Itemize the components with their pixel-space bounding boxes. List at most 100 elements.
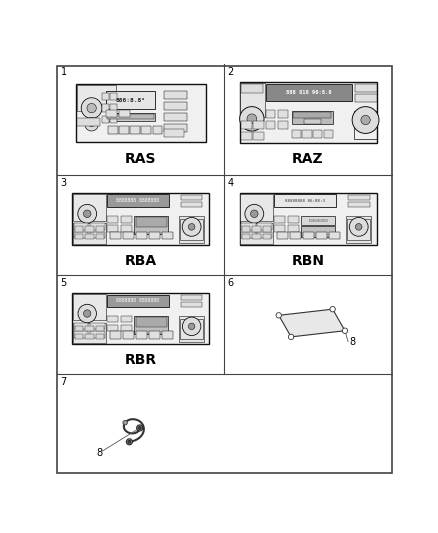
Polygon shape	[279, 309, 345, 337]
Bar	[162, 332, 173, 338]
Bar	[181, 302, 202, 307]
Text: RBN: RBN	[292, 254, 325, 268]
Bar	[164, 124, 187, 132]
Bar	[119, 126, 129, 134]
Bar	[110, 104, 117, 111]
Bar	[181, 295, 202, 301]
Bar	[141, 126, 151, 134]
Circle shape	[342, 328, 348, 334]
Bar	[252, 234, 261, 239]
Bar	[108, 126, 118, 134]
Bar	[134, 316, 168, 334]
Bar	[303, 232, 314, 239]
Text: RBR: RBR	[125, 353, 157, 367]
Bar	[258, 223, 272, 230]
Text: 8888888 8888888: 8888888 8888888	[116, 198, 159, 204]
Bar	[180, 219, 203, 240]
Circle shape	[138, 426, 141, 430]
Bar	[288, 216, 299, 223]
Circle shape	[85, 117, 99, 131]
Bar	[107, 316, 118, 322]
Bar	[148, 332, 159, 338]
Bar	[164, 102, 187, 110]
Text: RAZ: RAZ	[292, 152, 324, 166]
Bar	[263, 227, 272, 231]
Bar	[136, 317, 166, 327]
Bar	[355, 94, 377, 102]
Bar	[131, 126, 140, 134]
Bar	[73, 294, 106, 320]
Bar	[329, 232, 340, 239]
Circle shape	[126, 439, 132, 445]
Bar	[75, 334, 83, 338]
Text: 88888888 86:B8:3: 88888888 86:B8:3	[285, 199, 325, 203]
Bar	[74, 223, 88, 230]
Bar	[301, 227, 335, 237]
Bar	[258, 231, 272, 238]
Bar	[290, 232, 300, 239]
Bar	[179, 216, 204, 243]
Circle shape	[188, 323, 195, 329]
Text: 5: 5	[60, 278, 67, 288]
Bar	[266, 110, 276, 118]
Bar	[241, 132, 252, 140]
Bar	[277, 232, 288, 239]
Bar	[102, 116, 109, 123]
Bar	[107, 325, 118, 332]
Bar	[102, 93, 109, 100]
Bar	[292, 130, 301, 138]
Text: 8: 8	[96, 448, 102, 458]
Bar	[85, 334, 94, 338]
Bar	[73, 193, 106, 221]
Bar	[74, 323, 88, 329]
Bar	[85, 234, 94, 239]
Circle shape	[87, 103, 96, 113]
Text: 888 818 96:8.8: 888 818 96:8.8	[286, 90, 332, 95]
Bar	[348, 202, 370, 207]
Text: RAS: RAS	[125, 152, 157, 166]
Bar	[102, 104, 109, 111]
Bar	[77, 85, 116, 111]
Text: 8: 8	[350, 336, 356, 346]
Bar	[75, 234, 83, 239]
Bar	[107, 295, 169, 308]
Bar	[240, 223, 273, 244]
Bar	[73, 323, 106, 343]
Text: 4: 4	[228, 178, 234, 188]
Bar	[96, 234, 104, 239]
Bar	[110, 332, 120, 338]
Bar	[110, 93, 117, 100]
Bar	[85, 227, 94, 231]
Bar	[242, 234, 251, 239]
Bar	[90, 223, 105, 230]
Bar	[252, 227, 261, 231]
Bar	[316, 232, 327, 239]
Bar	[148, 232, 159, 239]
Bar	[123, 332, 134, 338]
Bar	[106, 91, 155, 109]
Bar	[292, 111, 333, 124]
Bar	[278, 110, 288, 118]
Bar	[241, 84, 263, 93]
Text: 3: 3	[60, 178, 67, 188]
Bar	[106, 110, 117, 117]
Bar	[152, 126, 162, 134]
Bar	[242, 227, 251, 231]
Bar	[164, 129, 184, 137]
Circle shape	[247, 114, 257, 124]
Bar	[96, 326, 104, 331]
Bar	[266, 120, 276, 128]
Bar	[134, 216, 168, 234]
Bar	[90, 331, 105, 337]
Bar	[120, 216, 131, 223]
Bar	[107, 114, 154, 119]
Bar	[107, 216, 118, 223]
Circle shape	[128, 440, 131, 443]
Bar	[240, 193, 273, 221]
Bar	[110, 232, 120, 239]
Bar	[181, 202, 202, 207]
Circle shape	[78, 204, 97, 223]
Bar	[241, 231, 255, 238]
Bar	[254, 132, 264, 140]
Bar	[75, 326, 83, 331]
